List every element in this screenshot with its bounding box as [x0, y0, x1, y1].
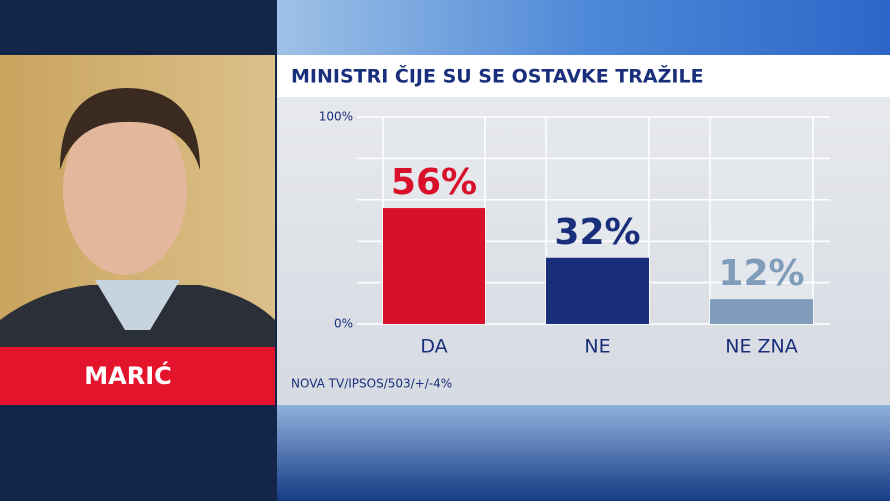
x-tick-label: NE ZNA — [725, 336, 797, 358]
chart-title: MINISTRI ČIJE SU SE OSTAVKE TRAŽILE — [291, 64, 704, 88]
name-band — [0, 347, 275, 405]
y-tick-label: 0% — [334, 317, 353, 331]
name-label: MARIĆ — [84, 360, 171, 390]
value-label: 56% — [391, 162, 477, 203]
x-tick-label: NE — [584, 336, 610, 358]
person-silhouette — [0, 88, 275, 347]
bar — [383, 208, 485, 324]
bar — [546, 257, 649, 324]
value-label: 12% — [718, 253, 804, 294]
x-tick-label: DA — [420, 336, 447, 358]
source: NOVA TV/IPSOS/503/+/-4% — [291, 377, 452, 391]
column-background — [710, 117, 813, 324]
value-label: 32% — [554, 212, 640, 253]
bar — [710, 299, 813, 324]
bottom-band — [277, 405, 890, 501]
top-band — [277, 0, 890, 55]
plot: 0% 100% 56% DA 32% NE 12% NE ZNA — [319, 110, 830, 358]
y-tick-label: 100% — [319, 110, 353, 124]
title-bar — [277, 55, 890, 97]
